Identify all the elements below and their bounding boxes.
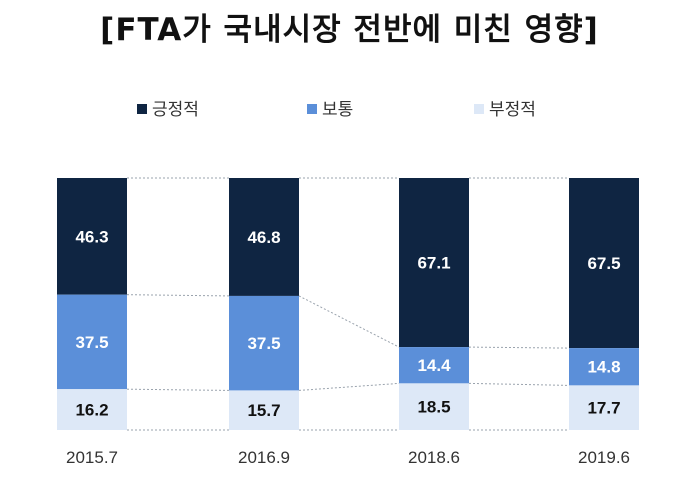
x-tick-label: 2016.9 bbox=[238, 448, 290, 467]
legend-label-s2: 부정적 bbox=[489, 100, 536, 120]
bar-segment-s1-2019.6 bbox=[569, 348, 639, 386]
legend-swatch-s1 bbox=[307, 104, 317, 114]
bar-segment-s2-2016.9 bbox=[229, 390, 299, 430]
connector-line bbox=[126, 294, 230, 297]
bar-segment-s0-2019.6 bbox=[569, 178, 639, 349]
data-label: 67.5 bbox=[587, 254, 620, 273]
data-label: 16.2 bbox=[75, 401, 108, 420]
data-label: 46.8 bbox=[247, 228, 280, 247]
legend-label-s0: 긍정적 bbox=[152, 100, 199, 120]
connector-line bbox=[468, 382, 570, 386]
chart-title: [FTA가 국내시장 전반에 미친 영향] bbox=[100, 12, 599, 48]
bar-segment-s0-2016.9 bbox=[229, 178, 299, 296]
connector-lines bbox=[126, 177, 570, 431]
data-label: 18.5 bbox=[417, 398, 450, 417]
x-axis-ticks: 2015.7 2016.9 2018.6 2019.6 bbox=[66, 448, 630, 467]
bar-segment-s1-2015.7 bbox=[57, 294, 127, 390]
x-tick-label: 2019.6 bbox=[578, 448, 630, 467]
value-labels: 46.3 37.5 16.2 46.8 37.5 15.7 67.1 14.4 18.5 67.5… bbox=[75, 227, 620, 420]
bar-segment-s0-2015.7 bbox=[57, 178, 127, 295]
bar-segment-s2-2015.7 bbox=[57, 389, 127, 430]
x-tick-label: 2018.6 bbox=[408, 448, 460, 467]
connector-line bbox=[298, 295, 400, 348]
bar-segment-s2-2019.6 bbox=[569, 385, 639, 430]
bar-segment-s1-2018.6 bbox=[399, 347, 469, 384]
bar-segment-s2-2018.6 bbox=[399, 383, 469, 430]
legend-label-s1: 보통 bbox=[322, 100, 353, 120]
data-label: 15.7 bbox=[247, 401, 280, 420]
data-label: 37.5 bbox=[247, 334, 280, 353]
connector-line bbox=[126, 388, 230, 391]
data-label: 14.4 bbox=[417, 356, 451, 375]
data-label: 37.5 bbox=[75, 333, 108, 352]
data-label: 46.3 bbox=[75, 227, 108, 246]
legend-swatch-s2 bbox=[474, 104, 484, 114]
bar-segment-s1-2016.9 bbox=[229, 295, 299, 391]
bar-segment-s0-2018.6 bbox=[399, 178, 469, 348]
chart-legend: 긍정적 보통 부정적 bbox=[137, 100, 536, 120]
legend-swatch-s0 bbox=[137, 104, 147, 114]
x-tick-label: 2015.7 bbox=[66, 448, 118, 467]
connector-line bbox=[468, 346, 570, 349]
data-label: 67.1 bbox=[417, 254, 450, 273]
connector-line bbox=[298, 382, 400, 391]
data-label: 14.8 bbox=[587, 358, 620, 377]
bars bbox=[57, 178, 639, 430]
data-label: 17.7 bbox=[587, 399, 620, 418]
